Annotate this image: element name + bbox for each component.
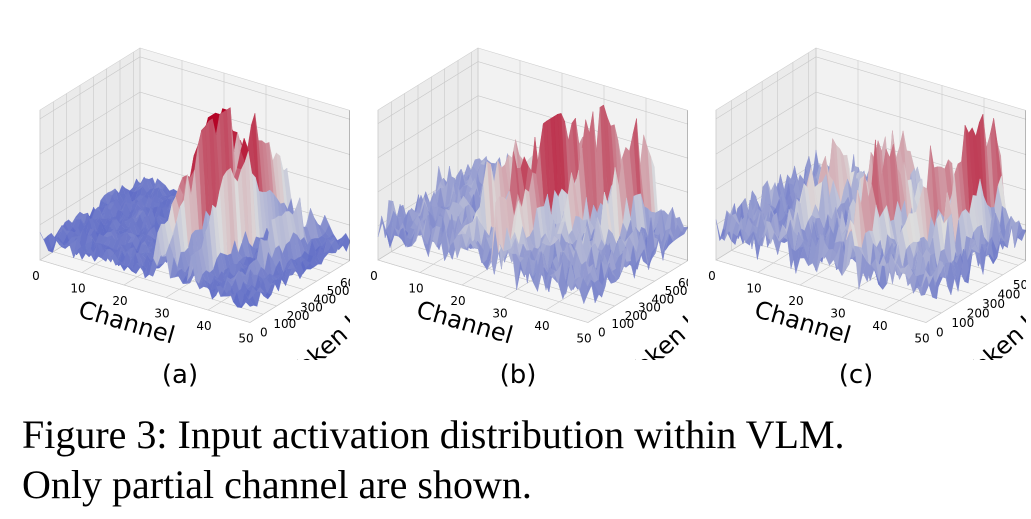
surface: [39, 107, 350, 308]
x-tick-label: 30: [492, 307, 507, 321]
panel-label-c: (c): [838, 360, 874, 390]
x-tick-label: 0: [370, 269, 378, 283]
grid-line-z: [715, 127, 1026, 191]
y-tick-label: 500: [1013, 278, 1026, 292]
x-tick-label: 10: [746, 282, 761, 296]
grid-line-z: [715, 91, 1026, 155]
x-tick-label: 20: [788, 294, 803, 308]
y-tick-label: 300: [300, 301, 323, 315]
y-tick-label: 100: [951, 316, 974, 330]
surface-plot-c-canvas: 01020304050010020030040050060002468Chann…: [708, 47, 1026, 360]
y-tick-label: 200: [967, 306, 990, 320]
x-tick-label: 20: [450, 294, 465, 308]
surface-plot-b: 0102030405001002003004005006007000.00.51…: [348, 40, 688, 400]
y-tick-label: 400: [651, 292, 674, 306]
y-tick-label: 400: [998, 287, 1021, 301]
surface-cell: [245, 299, 254, 307]
y-tick-label: 0: [936, 326, 944, 340]
x-tick-label: 40: [196, 319, 211, 333]
x-tick-label: 10: [408, 282, 423, 296]
grid-line-x: [587, 110, 688, 323]
x-tick-label: 50: [914, 332, 929, 346]
surface: [377, 104, 688, 305]
y-tick-label: 600: [678, 276, 688, 290]
figure-row: 01020304050010020030040050060070002468Ch…: [10, 40, 1026, 400]
grid-line-z: [39, 56, 350, 120]
grid-line-z: [39, 91, 350, 155]
y-tick-label: 500: [327, 284, 350, 298]
y-tick-label: 200: [287, 309, 310, 323]
grid-line-z: [377, 95, 688, 159]
y-tick-label: 600: [340, 276, 350, 290]
x-tick-label: 40: [872, 319, 887, 333]
y-tick-label: 200: [625, 309, 648, 323]
tick-labels: 01020304050010020030040050060002468: [708, 110, 1026, 346]
x-tick-label: 20: [112, 294, 127, 308]
surface-cell: [583, 284, 592, 304]
figure-caption: Figure 3: Input activation distribution …: [22, 410, 1012, 510]
grid-line-z: [377, 61, 688, 125]
y-tick-label: 500: [665, 284, 688, 298]
x-tick-label: 30: [830, 307, 845, 321]
surface-plot-b-canvas: 0102030405001002003004005006007000.00.51…: [370, 47, 688, 360]
y-tick-label: 100: [273, 317, 296, 331]
x-tick-label: 0: [32, 269, 40, 283]
surface-plot-c: 01020304050010020030040050060002468Chann…: [686, 40, 1026, 400]
caption-line-1: Figure 3: Input activation distribution …: [22, 412, 845, 457]
surface-plot-a: 01020304050010020030040050060070002468Ch…: [10, 40, 350, 400]
y-tick-label: 400: [313, 292, 336, 306]
grid-line-x: [249, 110, 350, 323]
x-tick-label: 40: [534, 319, 549, 333]
y-tick-label: 100: [611, 317, 634, 331]
y-tick-label: 300: [982, 297, 1005, 311]
tick-labels: 0102030405001002003004005006007000.00.51…: [370, 110, 688, 346]
y-tick-label: 300: [638, 301, 661, 315]
grid-line-x: [925, 110, 1026, 323]
x-tick-label: 50: [576, 332, 591, 346]
x-tick-label: 10: [70, 282, 85, 296]
surface: [715, 114, 1026, 300]
panel-label-b: (b): [499, 360, 537, 390]
x-tick-label: 50: [238, 332, 253, 346]
tick-labels: 01020304050010020030040050060070002468: [32, 110, 350, 346]
x-tick-label: 30: [154, 307, 169, 321]
surface-plot-a-canvas: 01020304050010020030040050060070002468Ch…: [32, 47, 350, 360]
y-tick-label: 0: [598, 326, 606, 340]
surface-cell: [921, 269, 930, 287]
panel-label-a: (a): [161, 360, 199, 390]
grid-line-z: [715, 56, 1026, 120]
y-tick-label: 0: [260, 326, 268, 340]
x-tick-label: 0: [708, 269, 716, 283]
caption-line-2: Only partial channel are shown.: [22, 462, 532, 507]
